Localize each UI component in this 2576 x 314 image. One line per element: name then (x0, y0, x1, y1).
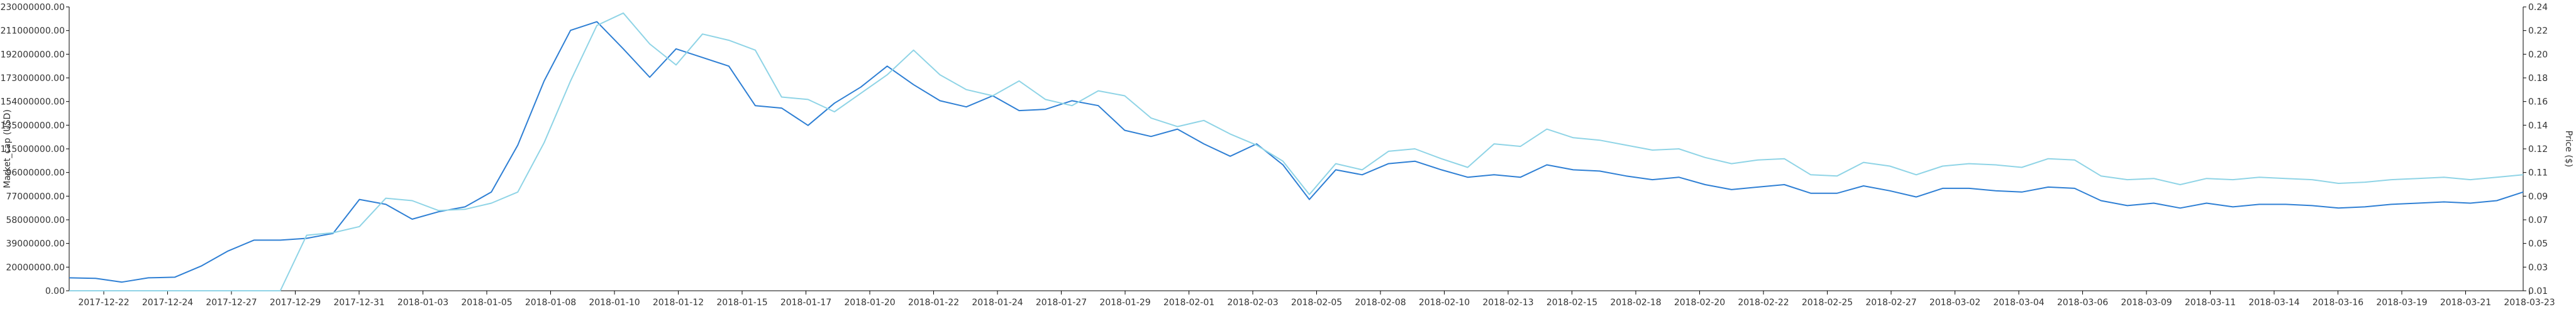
x-tick-label: 2018-02-20 (1674, 298, 1725, 308)
x-tick-label: 2018-02-08 (1355, 298, 1406, 308)
x-tick-label: 2018-01-10 (589, 298, 640, 308)
x-tick-label: 2018-02-25 (1802, 298, 1853, 308)
x-tick-label: 2017-12-29 (270, 298, 321, 308)
left-tick-label: 96000000.00 (6, 168, 65, 178)
x-tick-label: 2018-02-27 (1865, 298, 1916, 308)
x-tick-label: 2018-01-20 (844, 298, 895, 308)
left-tick-label: 135000000.00 (1, 121, 65, 131)
x-tick-label: 2018-02-10 (1419, 298, 1470, 308)
x-tick-label: 2018-03-23 (2504, 298, 2555, 308)
left-tick-label: 0.00 (45, 286, 65, 296)
right-tick-label: 0.24 (2528, 3, 2548, 13)
x-tick-label: 2018-02-13 (1482, 298, 1533, 308)
x-tick-label: 2018-01-15 (716, 298, 767, 308)
x-tick-label: 2017-12-31 (333, 298, 384, 308)
left-tick-label: 211000000.00 (1, 26, 65, 36)
left-tick-label: 192000000.00 (1, 50, 65, 60)
right-tick-label: 0.14 (2528, 121, 2548, 131)
x-tick-label: 2018-03-02 (1929, 298, 1980, 308)
right-tick-label: 0.05 (2528, 239, 2548, 249)
x-tick-label: 2018-01-29 (1099, 298, 1150, 308)
x-tick-label: 2018-03-14 (2248, 298, 2299, 308)
left-tick-label: 20000000.00 (6, 263, 65, 273)
right-tick-label: 0.01 (2528, 286, 2548, 296)
x-tick-label: 2018-03-21 (2440, 298, 2491, 308)
series-line-price (69, 12, 2524, 291)
x-tick-label: 2018-02-15 (1546, 298, 1597, 308)
right-tick-label: 0.09 (2528, 192, 2548, 202)
x-tick-label: 2018-03-09 (2121, 298, 2172, 308)
left-tick-label: 173000000.00 (1, 73, 65, 84)
left-tick-label: 58000000.00 (6, 215, 65, 225)
x-tick-label: 2018-01-03 (397, 298, 448, 308)
right-tick-label: 0.11 (2528, 168, 2548, 178)
x-tick-label: 2018-02-22 (1738, 298, 1789, 308)
right-axis-title: Price ($) (2563, 131, 2573, 167)
x-tick-label: 2018-03-06 (2057, 298, 2108, 308)
right-tick-label: 0.03 (2528, 263, 2548, 273)
x-tick-label: 2018-02-01 (1163, 298, 1214, 308)
x-tick-label: 2018-01-05 (461, 298, 512, 308)
x-tick-label: 2017-12-22 (78, 298, 129, 308)
x-tick-label: 2018-02-05 (1291, 298, 1342, 308)
left-tick-label: 115000000.00 (1, 144, 65, 154)
x-tick-label: 2018-02-18 (1610, 298, 1661, 308)
x-tick-label: 2018-01-27 (1036, 298, 1087, 308)
right-tick-label: 0.16 (2528, 97, 2548, 107)
series-lines (69, 12, 2524, 291)
left-tick-label: 154000000.00 (1, 97, 65, 107)
x-tick-label: 2017-12-27 (206, 298, 257, 308)
x-tick-label: 2018-03-04 (1993, 298, 2044, 308)
x-tick-label: 2018-01-08 (525, 298, 576, 308)
x-tick-label: 2018-03-11 (2185, 298, 2236, 308)
x-tick-label: 2018-01-12 (653, 298, 704, 308)
right-tick-label: 0.22 (2528, 26, 2548, 36)
series-line-market-cap (69, 21, 2524, 283)
left-tick-label: 230000000.00 (1, 3, 65, 13)
left-tick-label: 77000000.00 (6, 192, 65, 202)
x-tick-label: 2018-01-22 (908, 298, 959, 308)
right-tick-label: 0.18 (2528, 73, 2548, 84)
x-tick-label: 2018-01-24 (972, 298, 1023, 308)
x-tick-label: 2017-12-24 (142, 298, 193, 308)
left-axis-title: Market_cap (USD) (3, 109, 13, 188)
x-tick-label: 2018-03-16 (2312, 298, 2363, 308)
x-tick-label: 2018-02-03 (1227, 298, 1278, 308)
axes: 0.00 20000000.00 39000000.00 58000000.00 770… (1, 3, 2555, 308)
x-tick-label: 2018-03-19 (2376, 298, 2427, 308)
right-tick-label: 0.07 (2528, 215, 2548, 225)
right-tick-label: 0.20 (2528, 50, 2548, 60)
left-tick-label: 39000000.00 (6, 239, 65, 249)
x-tick-label: 2018-01-17 (780, 298, 831, 308)
right-tick-label: 0.12 (2528, 144, 2548, 154)
